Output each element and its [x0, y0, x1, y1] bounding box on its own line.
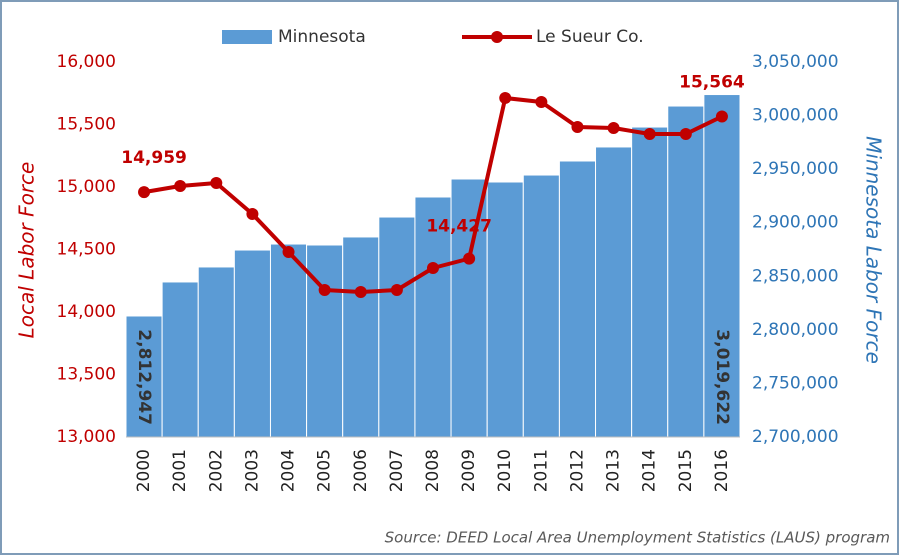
- bar: [486, 181, 524, 438]
- line-marker: [390, 284, 403, 296]
- line-marker: [499, 92, 512, 104]
- y2-tick-label: 2,750,000: [752, 373, 839, 393]
- x-tick-label: 2004: [279, 449, 299, 492]
- x-tick-label: 2016: [712, 449, 732, 492]
- line-marker: [679, 128, 692, 140]
- x-tick-label: 2014: [640, 449, 660, 492]
- line-marker: [246, 208, 259, 220]
- source-note: Source: DEED Local Area Unemployment Sta…: [385, 529, 890, 547]
- bar: [414, 196, 452, 438]
- x-tick-label: 2006: [351, 449, 371, 492]
- x-tick-label: 2009: [459, 449, 479, 492]
- x-tick-label: 2000: [134, 449, 154, 492]
- bar: [595, 146, 633, 438]
- y2-tick-label: 2,850,000: [752, 266, 839, 286]
- line-marker: [210, 177, 223, 189]
- y-tick-label: 14,500: [57, 240, 116, 260]
- bar: [233, 249, 271, 438]
- line-value-label: 14,959: [121, 148, 187, 168]
- y-tick-label: 16,000: [57, 52, 116, 72]
- legend-label: Le Sueur Co.: [536, 27, 644, 47]
- line-marker: [607, 122, 620, 134]
- y2-tick-label: 3,000,000: [752, 106, 839, 126]
- line-value-label: 15,564: [679, 73, 745, 93]
- x-tick-label: 2010: [495, 449, 515, 492]
- x-tick-label: 2012: [567, 449, 587, 492]
- y-tick-label: 15,500: [57, 115, 116, 135]
- line-marker: [643, 128, 656, 140]
- bar: [522, 174, 560, 438]
- y-tick-label: 13,500: [57, 365, 116, 385]
- bar: [125, 315, 163, 438]
- x-tick-label: 2007: [387, 449, 407, 492]
- y2-tick-label: 2,800,000: [752, 320, 839, 340]
- line-value-label: 14,427: [426, 217, 492, 237]
- line-marker: [174, 180, 187, 192]
- x-tick-label: 2011: [531, 449, 551, 492]
- x-tick-label: 2003: [242, 449, 262, 492]
- bar: [197, 266, 235, 438]
- bar: [703, 94, 741, 438]
- x-tick-label: 2005: [315, 449, 335, 492]
- legend-marker: [491, 31, 503, 43]
- y-axis-title: Local Labor Force: [15, 162, 39, 339]
- y-tick-label: 15,000: [57, 177, 116, 197]
- y2-tick-label: 2,700,000: [752, 427, 839, 447]
- bar: [558, 160, 597, 438]
- y-tick-label: 14,000: [57, 302, 116, 322]
- x-tick-label: 2015: [676, 449, 696, 492]
- legend-label: Minnesota: [278, 27, 366, 47]
- y2-tick-label: 2,950,000: [752, 159, 839, 179]
- line-marker: [318, 284, 331, 296]
- x-tick-label: 2002: [206, 449, 226, 492]
- bar: [269, 243, 308, 438]
- bar: [161, 281, 199, 438]
- y2-axis-title: Minnesota Labor Force: [862, 136, 886, 364]
- bar: [631, 126, 669, 438]
- y2-tick-label: 3,050,000: [752, 52, 839, 72]
- x-tick-label: 2013: [604, 449, 624, 492]
- bar-value-label: 3,019,622: [712, 329, 732, 425]
- legend-swatch: [222, 30, 272, 44]
- line-marker: [463, 252, 476, 265]
- line-marker: [138, 186, 151, 199]
- x-tick-label: 2008: [423, 449, 443, 492]
- line-marker: [282, 246, 295, 258]
- line-marker: [427, 262, 439, 274]
- bar: [342, 236, 380, 438]
- line-marker: [715, 110, 728, 123]
- bar: [378, 216, 416, 438]
- bar: [667, 105, 705, 438]
- y2-tick-label: 2,900,000: [752, 213, 839, 233]
- line-marker: [535, 96, 548, 108]
- x-tick-label: 2001: [170, 449, 190, 492]
- line-marker: [354, 286, 367, 298]
- y-tick-label: 13,000: [57, 427, 116, 447]
- line-marker: [571, 121, 584, 133]
- bar-value-label: 2,812,947: [134, 329, 154, 425]
